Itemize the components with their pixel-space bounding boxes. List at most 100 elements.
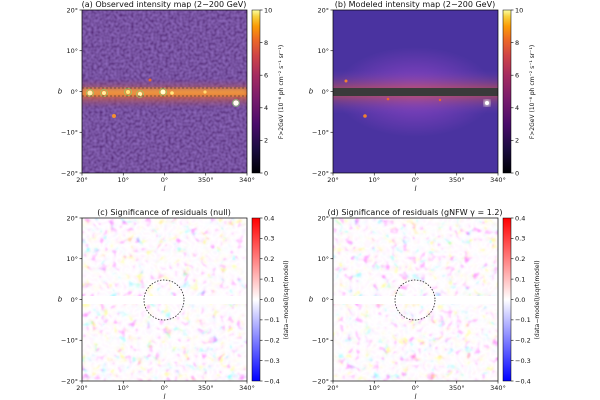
y-tick-label: −20° [312,377,329,385]
x-tick-label: 10° [117,384,129,392]
panel-d-title: (d) Significance of residuals (gNFW γ = … [327,208,502,217]
x-tick-label: 0° [161,176,168,184]
panel-d: (d) Significance of residuals (gNFW γ = … [327,208,503,382]
x-axis-label: l [415,393,417,400]
x-tick-label: 20° [327,176,339,184]
colorbar-d-label: (data−model)/sqrt(model) [534,260,541,339]
colorbar-tick-label: 0.1 [264,275,274,283]
panel-b-title: (b) Modeled intensity map (2−200 GeV) [335,0,495,9]
x-tick-label: 10° [368,176,380,184]
x-axis-label: l [164,185,166,193]
y-tick-label: 20° [66,214,78,222]
x-tick-label: 340° [490,176,506,184]
y-tick-label: 0° [322,88,329,96]
panel-b: (b) Modeled intensity map (2−200 GeV) [332,0,499,174]
colorbar-tick-label: −0.1 [264,316,280,324]
x-tick-label: 350° [198,384,214,392]
x-axis-label: l [415,185,417,193]
colorbar-tick-label: 10 [264,6,272,14]
x-tick-label: 350° [449,176,465,184]
panel-a: (a) Observed intensity map (2−200 GeV) [82,0,248,174]
x-axis-label: l [164,393,166,400]
y-tick-label: 0° [71,296,78,304]
x-tick-label: 10° [368,384,380,392]
colorbar-tick-label: 4 [515,104,519,112]
panel-c-title: (c) Significance of residuals (null) [97,208,231,217]
colorbar-tick-label: −0.2 [515,337,531,345]
colorbar-c-label: (data−model)/sqrt(model) [283,260,290,339]
x-tick-label: 20° [76,384,88,392]
y-tick-label: −20° [61,377,78,385]
x-tick-label: 350° [449,384,465,392]
colorbar-tick-label: 6 [264,72,268,80]
colorbar-tick-label: 2 [515,137,519,145]
y-tick-label: −20° [312,169,329,177]
colorbar-tick-label: 0.1 [515,275,525,283]
y-tick-label: 10° [317,255,329,263]
colorbar-tick-label: −0.4 [515,377,531,385]
colorbar-tick-label: −0.3 [515,357,531,365]
y-tick-label: 20° [66,6,78,14]
colorbar-tick-label: 0.0 [264,296,274,304]
y-tick-label: 10° [317,47,329,55]
x-tick-label: 340° [239,384,255,392]
y-tick-label: 20° [317,214,329,222]
panel-a-title: (a) Observed intensity map (2−200 GeV) [82,0,247,9]
panel-b-map [333,10,498,173]
y-axis-label: b [309,88,314,96]
x-tick-label: 340° [490,384,506,392]
x-tick-label: 0° [161,384,168,392]
y-axis-label: b [58,88,63,96]
colorbar-tick-label: 0 [515,169,519,177]
colorbar-tick-label: −0.2 [264,337,280,345]
colorbar-b-label: F>2GeV (10⁻⁶ ph cm⁻² s⁻¹ sr⁻¹) [529,45,536,139]
y-tick-label: −20° [61,169,78,177]
y-tick-label: 0° [71,88,78,96]
colorbar-a: F>2GeV (10⁻⁶ ph cm⁻² s⁻¹ sr⁻¹) [251,9,285,174]
colorbar-a-label: F>2GeV (10⁻⁶ ph cm⁻² s⁻¹ sr⁻¹) [278,45,285,139]
colorbar-tick-label: 0.2 [515,255,525,263]
y-tick-label: −10° [61,337,78,345]
colorbar-tick-label: −0.4 [264,377,280,385]
colorbar-tick-label: −0.3 [264,357,280,365]
colorbar-tick-label: 8 [515,39,519,47]
colorbar-tick-label: −0.1 [515,316,531,324]
colorbar-tick-label: 6 [515,72,519,80]
colorbar-tick-label: 4 [264,104,268,112]
colorbar-tick-label: 0 [264,169,268,177]
x-tick-label: 350° [198,176,214,184]
x-tick-label: 0° [412,384,419,392]
y-tick-label: −10° [312,337,329,345]
colorbar-tick-label: 0.3 [264,235,274,243]
y-tick-label: 10° [66,255,78,263]
panel-a-masked-sources [86,88,240,107]
y-tick-label: −10° [61,129,78,137]
x-tick-label: 20° [76,176,88,184]
x-tick-label: 20° [327,384,339,392]
colorbar-tick-label: 10 [515,6,523,14]
colorbar-b: F>2GeV (10⁻⁶ ph cm⁻² s⁻¹ sr⁻¹) [502,9,536,174]
panel-a-point-sources [87,78,239,118]
panel-d-map [333,218,498,381]
colorbar-tick-label: 0.2 [264,255,274,263]
colorbar-tick-label: 0.4 [515,214,525,222]
colorbar-tick-label: 2 [264,137,268,145]
y-tick-label: 10° [66,47,78,55]
y-tick-label: 0° [322,296,329,304]
panel-c-map [82,218,247,381]
y-axis-label: b [309,296,314,304]
colorbar-tick-label: 8 [264,39,268,47]
panel-c: (c) Significance of residuals (null) [81,208,248,382]
y-tick-label: 20° [317,6,329,14]
panel-a-map [82,10,247,173]
y-tick-label: −10° [312,129,329,137]
colorbar-tick-label: 0.3 [515,235,525,243]
y-axis-label: b [58,296,63,304]
x-tick-label: 10° [117,176,129,184]
tick-labels: 20° 10° 0° 350° 340°20°10°0°−10°−20°lb024681… [58,6,531,400]
x-tick-label: 0° [412,176,419,184]
panel-b-point-sources [344,79,491,118]
colorbar-tick-label: 0.4 [264,214,274,222]
x-tick-label: 340° [239,176,255,184]
